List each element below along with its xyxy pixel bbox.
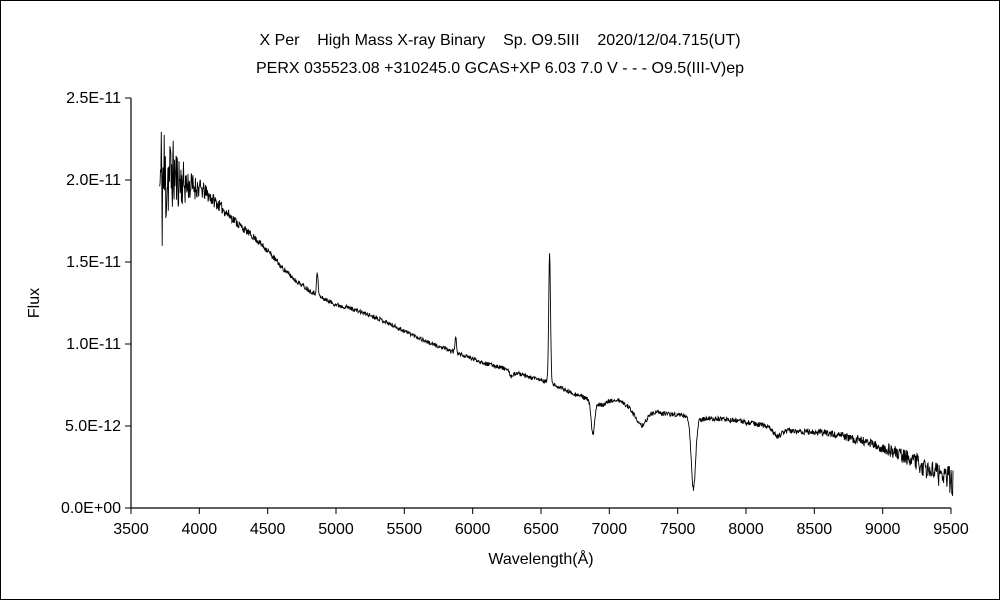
x-tick-label: 8500 [797,521,833,538]
y-tick-label: 2.0E-11 [66,172,121,189]
y-tick-label: 1.0E-11 [66,336,121,353]
axes [130,98,951,509]
y-tick-label: 5.0E-12 [65,418,121,435]
chart-title: X Per High Mass X-ray Binary Sp. O9.5III… [259,32,741,49]
x-tick-label: 4000 [182,521,218,538]
x-tick-label: 5500 [387,521,423,538]
x-tick-label: 3500 [113,521,149,538]
chart-subtitle: PERX 035523.08 +310245.0 GCAS+XP 6.03 7.… [256,60,744,77]
x-tick-label: 9500 [933,521,969,538]
y-tick-label: 1.5E-11 [66,254,121,271]
x-tick-label: 6500 [523,521,559,538]
spectrum-line [159,131,954,496]
y-tick-label: 0.0E+00 [61,500,121,517]
x-tick-label: 9000 [865,521,901,538]
y-tick-label: 2.5E-11 [66,90,121,107]
y-axis-label: Flux [26,288,43,318]
x-tick-label: 7500 [660,521,696,538]
x-tick-label: 6000 [455,521,491,538]
x-axis-label: Wavelength(Å) [488,549,593,568]
x-tick-label: 5000 [318,521,354,538]
x-tick-label: 4500 [250,521,286,538]
x-tick-label: 7000 [592,521,628,538]
x-tick-label: 8000 [728,521,764,538]
